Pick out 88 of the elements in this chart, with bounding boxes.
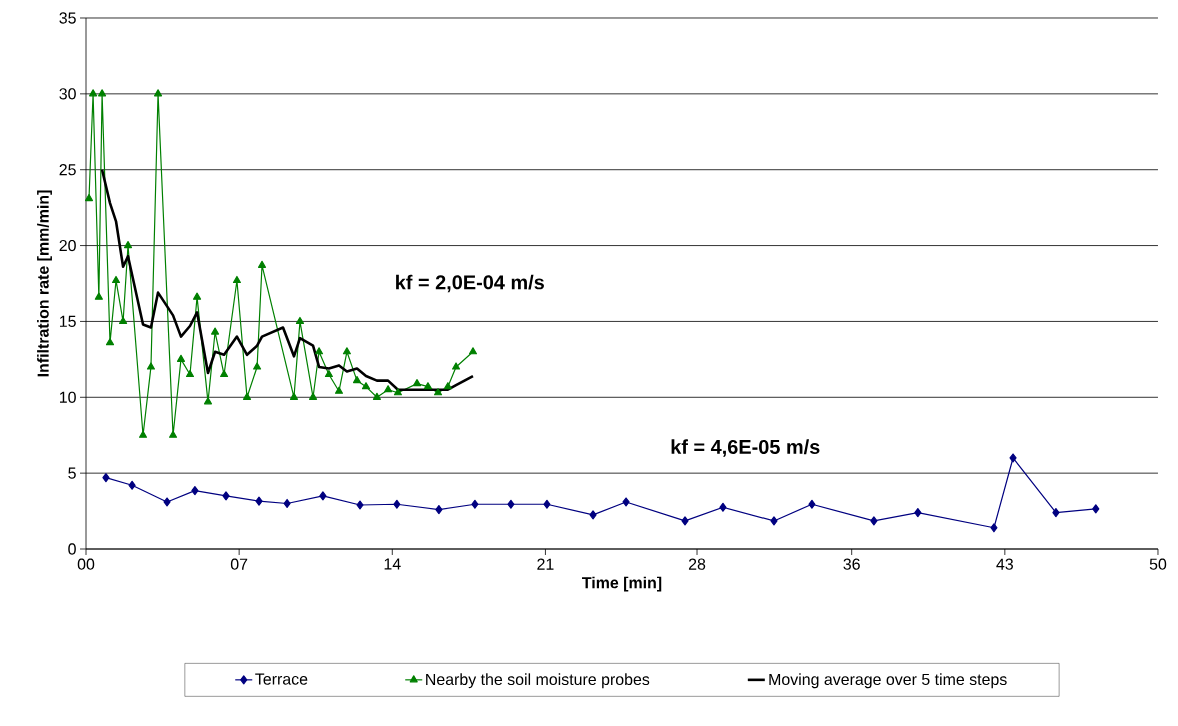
point xyxy=(393,388,402,396)
point xyxy=(185,369,195,378)
point xyxy=(220,369,229,378)
y-tick-label: 25 xyxy=(59,164,76,176)
point xyxy=(295,316,305,325)
point xyxy=(770,516,778,526)
point xyxy=(468,347,478,355)
point xyxy=(232,275,241,284)
point xyxy=(681,516,689,526)
point xyxy=(222,491,230,501)
point xyxy=(808,499,816,509)
y-tick-label: 20 xyxy=(59,239,76,252)
point xyxy=(1052,508,1060,518)
y-tick-label: 30 xyxy=(59,88,76,100)
point xyxy=(102,473,110,483)
point xyxy=(98,89,107,97)
legend-label: Moving average over 5 time steps xyxy=(769,673,1007,689)
legend-label: Nearby the soil moisture probes xyxy=(426,673,650,689)
point xyxy=(451,362,461,370)
annotation: kf = 2,0E-04 m/s xyxy=(396,274,544,293)
point xyxy=(914,508,922,518)
point xyxy=(1009,453,1017,463)
point xyxy=(719,502,727,512)
point xyxy=(589,510,597,520)
point xyxy=(1092,504,1100,514)
point xyxy=(412,379,422,387)
x-tick-label: 36 xyxy=(843,558,860,570)
point xyxy=(334,386,344,394)
y-tick-label: 35 xyxy=(59,12,76,24)
point xyxy=(193,292,202,300)
point xyxy=(622,497,630,507)
point xyxy=(372,392,381,400)
point xyxy=(128,480,136,490)
y-tick-label: 5 xyxy=(68,467,76,479)
point xyxy=(423,382,433,390)
point xyxy=(146,362,156,370)
point xyxy=(314,347,324,355)
point xyxy=(123,240,133,249)
point xyxy=(94,292,103,300)
point xyxy=(84,193,94,202)
point xyxy=(443,382,452,390)
point xyxy=(433,388,443,396)
annotation: kf = 4,6E-05 m/s xyxy=(671,439,820,457)
point xyxy=(119,316,128,325)
point xyxy=(253,362,262,370)
point xyxy=(356,500,364,510)
point xyxy=(111,275,121,284)
legend-label: Terrace xyxy=(255,673,308,685)
point xyxy=(257,260,267,268)
x-tick-label: 43 xyxy=(996,558,1013,570)
x-tick-label: 14 xyxy=(384,558,401,570)
point xyxy=(384,385,393,393)
point xyxy=(990,523,998,533)
x-tick-label: 50 xyxy=(1149,558,1167,570)
point xyxy=(176,354,186,362)
y-tick-label: 10 xyxy=(59,391,76,403)
point xyxy=(163,497,171,507)
point xyxy=(393,499,401,509)
point xyxy=(352,376,362,384)
point xyxy=(153,89,163,97)
point xyxy=(324,369,333,378)
x-tick-label: 00 xyxy=(77,558,95,570)
point xyxy=(211,327,220,335)
point xyxy=(138,430,148,438)
point xyxy=(255,496,263,506)
y-tick-label: 0 xyxy=(68,543,76,555)
point xyxy=(242,392,252,400)
point xyxy=(319,491,327,501)
point xyxy=(89,89,98,97)
point xyxy=(191,486,199,496)
x-axis-title: Time [min] xyxy=(582,576,662,592)
point xyxy=(105,338,115,346)
point xyxy=(471,499,479,509)
point xyxy=(203,397,213,405)
point xyxy=(435,504,443,515)
point xyxy=(361,382,371,390)
point xyxy=(870,516,878,526)
y-tick-label: 15 xyxy=(59,315,76,327)
point xyxy=(342,347,351,355)
x-tick-label: 28 xyxy=(688,558,706,570)
point xyxy=(507,499,515,509)
point xyxy=(543,499,551,509)
x-tick-label: 21 xyxy=(537,558,554,570)
point xyxy=(168,430,178,438)
y-axis-title: Infiltration rate [mm/min] xyxy=(37,190,52,377)
point xyxy=(283,498,291,509)
point xyxy=(289,392,299,400)
x-tick-label: 07 xyxy=(230,558,248,570)
